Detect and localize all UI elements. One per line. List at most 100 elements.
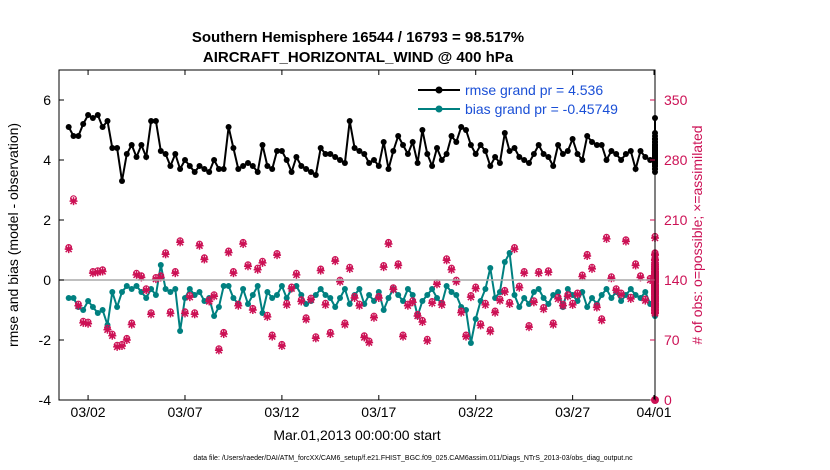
bias-point (312, 292, 319, 298)
rmse-point (569, 136, 576, 142)
rmse-point (182, 157, 188, 163)
bias-point (516, 304, 523, 310)
legend-rmse-label: rmse grand pr = 4.536 (465, 82, 603, 98)
obs-assimilated-point (578, 272, 587, 281)
rmse-point (603, 157, 610, 163)
rmse-point (627, 148, 634, 154)
rmse-point (559, 151, 566, 157)
x-tick-label: 03/17 (361, 404, 396, 420)
rmse-point (89, 115, 96, 121)
rmse-point (632, 166, 639, 172)
rmse-point (215, 166, 222, 172)
rmse-point (555, 142, 562, 148)
bias-point (167, 289, 174, 295)
obs-assimilated-point (166, 309, 175, 318)
obs-assimilated-point (520, 269, 529, 278)
obs-assimilated-point (345, 264, 354, 273)
obs-assimilated-point (117, 342, 126, 350)
rmse-point (119, 178, 125, 184)
obs-assimilated-point (549, 320, 558, 329)
bias-point (589, 295, 595, 301)
rmse-point (283, 157, 290, 163)
legend-bias-label: bias grand pr = -0.45749 (465, 101, 618, 117)
obs-assimilated-point (127, 320, 136, 329)
bias-point (598, 292, 605, 298)
bias-point (501, 259, 508, 265)
rmse-point (249, 163, 256, 169)
obs-assimilated-point (399, 332, 408, 341)
rmse-point (303, 166, 310, 172)
rmse-point (366, 160, 373, 166)
rmse-point (579, 157, 586, 163)
bias-point (220, 283, 227, 289)
rmse-point (477, 142, 484, 148)
bias-point (530, 289, 537, 295)
bias-point (404, 286, 411, 292)
obs-assimilated-point (554, 294, 563, 303)
obs-assimilated-point (529, 298, 538, 307)
obs-assimilated-point (297, 297, 306, 306)
rmse-point (482, 148, 489, 154)
obs-assimilated-point (185, 293, 194, 302)
rmse-point (65, 124, 72, 130)
obs-assimilated-point (210, 292, 219, 301)
rmse-point (458, 124, 465, 130)
rmse-point (312, 172, 319, 178)
bias-point (99, 307, 106, 313)
bias-point (85, 298, 92, 304)
rmse-point (70, 133, 77, 139)
rmse-point (104, 118, 111, 124)
obs-assimilated-point (326, 330, 335, 338)
rmse-point (463, 127, 469, 133)
rmse-point (85, 112, 92, 118)
rmse-point (143, 154, 150, 160)
rmse-point (75, 133, 82, 139)
obs-assimilated-point (161, 250, 170, 259)
rmse-point (511, 145, 518, 151)
bias-point (196, 289, 203, 295)
bias-point (434, 295, 440, 301)
obs-assimilated-point (268, 332, 277, 341)
bias-point (211, 313, 218, 319)
rmse-point (191, 169, 198, 175)
bias-point (225, 283, 232, 289)
bias-point (249, 292, 256, 298)
obs-assimilated-point (428, 299, 437, 308)
rmse-point (492, 154, 499, 160)
obs-assimilated-point (147, 310, 156, 319)
obs-assimilated-point (510, 245, 519, 254)
obs-assimilated-point (413, 312, 422, 320)
obs-assimilated-point (282, 300, 291, 309)
rmse-point (637, 148, 644, 154)
rmse-point (114, 145, 121, 151)
obs-assimilated-point (394, 261, 403, 270)
y-tick-left-label: 4 (43, 152, 51, 168)
bias-point (419, 298, 426, 304)
rmse-point (530, 151, 537, 157)
obs-assimilated-point (423, 336, 432, 345)
obs-assimilated-point (568, 300, 577, 309)
obs-assimilated-point (437, 300, 446, 309)
rmse-point (186, 163, 193, 169)
obs-assimilated-point (74, 301, 83, 310)
x-tick-label: 04/01 (636, 404, 671, 420)
obs-assimilated-point (558, 301, 567, 310)
bias-point (487, 265, 494, 271)
bias-point (133, 283, 140, 289)
obs-assimilated-point (273, 251, 282, 260)
bias-point (186, 286, 193, 292)
rmse-point (356, 148, 363, 154)
bias-point (482, 286, 489, 292)
rmse-point (501, 130, 508, 136)
y-tick-right-label: 210 (664, 212, 688, 228)
rmse-point (443, 151, 450, 157)
rmse-point (390, 148, 397, 154)
obs-assimilated-point (486, 327, 495, 336)
x-tick-label: 03/27 (555, 404, 590, 420)
rmse-point (322, 151, 329, 157)
rmse-point (337, 157, 343, 163)
bias-point (123, 283, 130, 289)
y-tick-left-label: -4 (39, 392, 52, 408)
bias-point (245, 301, 251, 307)
rmse-point (564, 148, 571, 154)
